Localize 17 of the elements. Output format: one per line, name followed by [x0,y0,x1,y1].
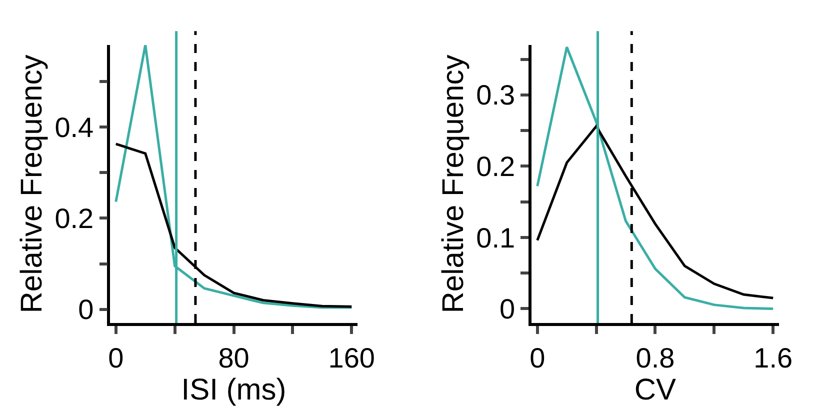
y-tick-label: 0.4 [54,112,94,143]
x-axis-title: CV [634,373,676,406]
y-axis-title: Relative Frequency [437,54,470,314]
x-tick-label: 160 [328,342,375,374]
x-tick-label: 0 [530,342,546,374]
y-tick-label: 0.2 [54,202,94,234]
y-tick-label: 0.3 [476,80,516,111]
x-tick-label: 0 [108,342,124,374]
y-tick-label: 0 [78,294,94,326]
y-tick-label: 0 [500,294,516,325]
y-axis-title: Relative Frequency [16,54,49,314]
x-tick-label: 80 [218,342,250,374]
x-axis-title: ISI (ms) [181,373,286,406]
x-tick-label: 0.8 [636,342,675,374]
x-tick-label: 1.6 [754,342,793,374]
y-tick-label: 0.1 [476,222,516,254]
y-tick-label: 0.2 [476,150,516,182]
